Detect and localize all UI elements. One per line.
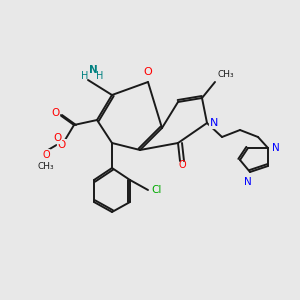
Text: N: N [88,65,98,75]
Text: O: O [58,140,66,150]
Text: N: N [272,143,280,153]
Text: H: H [81,71,89,81]
Text: O: O [53,133,61,143]
Text: O: O [51,108,59,118]
Text: O: O [144,67,152,77]
Text: Cl: Cl [151,185,161,195]
Text: N: N [244,177,252,187]
Text: O: O [42,150,50,160]
Text: O: O [178,160,186,170]
Text: N: N [210,118,218,128]
Text: H: H [96,71,104,81]
Text: CH₃: CH₃ [217,70,234,79]
Text: CH₃: CH₃ [38,162,54,171]
